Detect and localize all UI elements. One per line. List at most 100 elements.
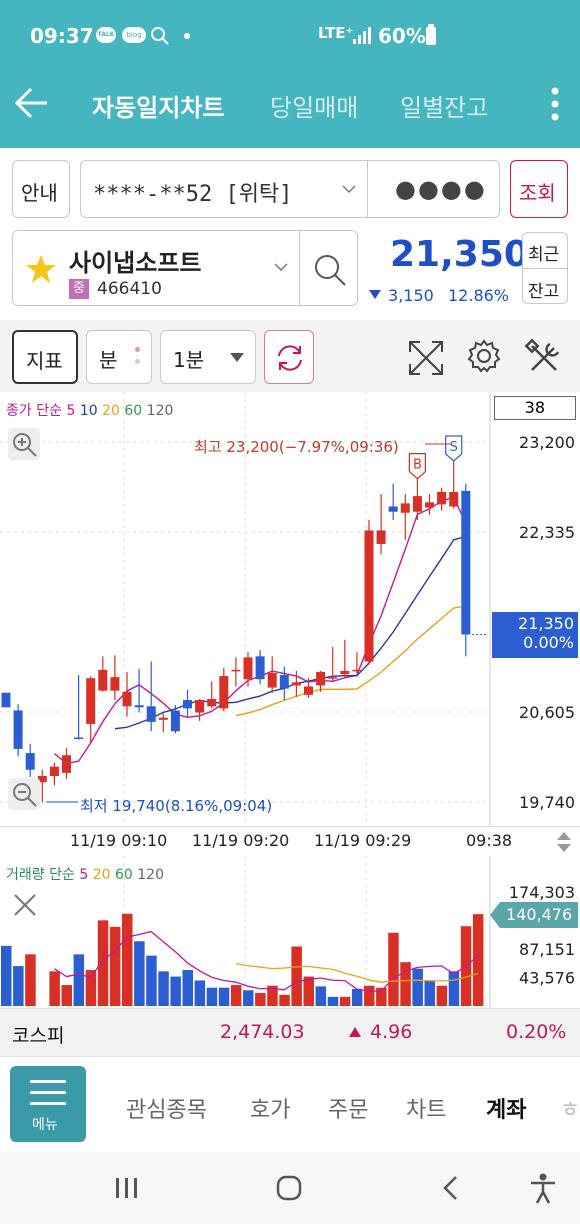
buy-marker	[408, 453, 426, 480]
price-chart[interactable]: 23,200 22,335 20,605 19,740 B S	[0, 392, 580, 832]
star-icon[interactable]	[25, 253, 57, 285]
period-unit-button[interactable]: 분	[86, 330, 152, 384]
period-value: 1분	[173, 348, 205, 372]
guide-label: 안내	[21, 181, 58, 205]
more-options-icon[interactable]	[548, 86, 562, 122]
x-tick-label: 11/19 09:20	[192, 831, 290, 850]
query-button[interactable]: 조회	[510, 160, 568, 218]
price-chart-svg: 23,200 22,335 20,605 19,740 B S	[0, 392, 575, 832]
current-price: 21,350	[390, 234, 529, 275]
nav-more[interactable]: ㅎ	[560, 1098, 580, 1123]
candle-body	[255, 656, 265, 680]
status-bar: 09:37 TALK blog LTE⁺ 60%	[0, 0, 580, 72]
volume-bar	[146, 955, 157, 1006]
ma-legend-60: 60	[124, 403, 143, 419]
dot-icon	[135, 347, 140, 352]
candle-body	[352, 669, 362, 672]
candle-body	[110, 677, 120, 691]
nav-account[interactable]: 계좌	[486, 1098, 527, 1123]
visible-count-box[interactable]: 38	[494, 396, 576, 420]
candle-body	[388, 506, 398, 512]
volume-bar	[109, 926, 121, 1006]
search-icon[interactable]	[313, 253, 347, 287]
candle-body	[316, 671, 326, 686]
volume-bar	[472, 914, 484, 1006]
refresh-button[interactable]	[264, 330, 314, 384]
tools-icon[interactable]	[524, 338, 564, 378]
candle-body	[425, 502, 434, 508]
tab-auto-journal-chart[interactable]: 자동일지차트	[92, 94, 225, 122]
volume-bar	[243, 990, 254, 1006]
vol-ma-legend-20: 20	[92, 867, 111, 883]
volume-bar	[448, 971, 460, 1006]
sell-marker-label: S	[450, 440, 458, 455]
volume-legend: 거래량 단순 5 20 60 120	[6, 864, 164, 884]
candle-body	[98, 669, 108, 691]
buy-marker-label: B	[413, 458, 422, 473]
volume-bar	[315, 986, 327, 1006]
back-arrow-icon[interactable]	[14, 86, 50, 120]
volume-bar	[49, 971, 60, 1006]
stock-code: 466410	[97, 279, 162, 299]
candle-body	[1, 692, 11, 708]
market-change-percent: 0.20%	[506, 1021, 567, 1043]
divider	[523, 268, 567, 269]
market-index-row[interactable]: 코스피 2,474.03 4.96 0.20%	[0, 1008, 580, 1056]
candle-body	[158, 717, 168, 720]
recent-apps-icon[interactable]	[114, 1176, 140, 1200]
nav-order[interactable]: 주문	[328, 1098, 369, 1123]
accessibility-icon[interactable]	[528, 1172, 558, 1204]
system-back-icon[interactable]	[440, 1174, 460, 1202]
volume-bar	[436, 985, 448, 1006]
ma-legend-120: 120	[146, 403, 174, 419]
battery-level: 60%	[378, 24, 426, 48]
ma-legend-20: 20	[102, 403, 120, 419]
y-tick-label: 174,303	[509, 883, 575, 902]
talk-icon: TALK	[96, 27, 116, 43]
indicator-button[interactable]: 지표	[12, 330, 78, 384]
home-icon[interactable]	[276, 1175, 302, 1201]
period-select[interactable]: 1분	[160, 330, 256, 384]
y-tick-label: 43,576	[519, 968, 575, 987]
ma-legend-10: 10	[79, 403, 98, 419]
stock-name: 사이냅소프트	[69, 249, 202, 277]
candle-body	[207, 698, 217, 707]
volume-bar	[122, 913, 133, 1006]
volume-bar	[97, 920, 109, 1006]
volume-bar	[376, 987, 387, 1006]
close-icon[interactable]	[12, 892, 38, 918]
indicator-label: 지표	[26, 349, 63, 373]
nav-watchlist[interactable]: 관심종목	[126, 1098, 207, 1123]
tab-daily-balance[interactable]: 일별잔고	[400, 94, 489, 122]
volume-chart[interactable]: 174,303 87,151 43,576	[0, 856, 580, 1008]
settings-gear-icon[interactable]	[466, 338, 502, 374]
volume-bar	[364, 985, 375, 1006]
down-triangle-icon	[369, 290, 381, 299]
vol-ma-legend-5: 5	[79, 867, 89, 883]
scroll-updown-icon[interactable]	[554, 829, 574, 855]
nav-quotes[interactable]: 호가	[250, 1098, 291, 1123]
current-price-marker-value: 21,350	[518, 614, 574, 633]
volume-bar	[351, 988, 363, 1006]
volume-bar	[25, 954, 36, 1006]
tab-daily-trades[interactable]: 당일매매	[270, 94, 359, 122]
stock-selector[interactable]: 사이냅소프트 중 466410	[12, 230, 358, 306]
guide-button[interactable]: 안내	[12, 160, 70, 218]
candle-body	[437, 491, 447, 505]
zoom-in-icon[interactable]	[8, 428, 40, 460]
volume-bar	[206, 987, 218, 1006]
vol-ma-legend-60: 60	[114, 867, 133, 883]
fullscreen-icon[interactable]	[406, 338, 446, 378]
market-change: 4.96	[370, 1021, 413, 1043]
volume-bar	[400, 962, 411, 1006]
account-selector[interactable]: ****-**52 [위탁] ●●●●	[80, 160, 500, 218]
app-bar	[0, 72, 580, 148]
menu-button[interactable]: 메뉴	[10, 1066, 86, 1142]
zoom-out-icon[interactable]	[8, 778, 40, 810]
refresh-icon	[278, 345, 302, 371]
recent-balance-toggle[interactable]: 최근 잔고	[522, 232, 568, 304]
market-badge: 중	[69, 279, 89, 299]
password-field[interactable]: ●●●●	[395, 175, 487, 203]
clock: 09:37	[30, 24, 94, 48]
nav-chart[interactable]: 차트	[406, 1098, 447, 1123]
